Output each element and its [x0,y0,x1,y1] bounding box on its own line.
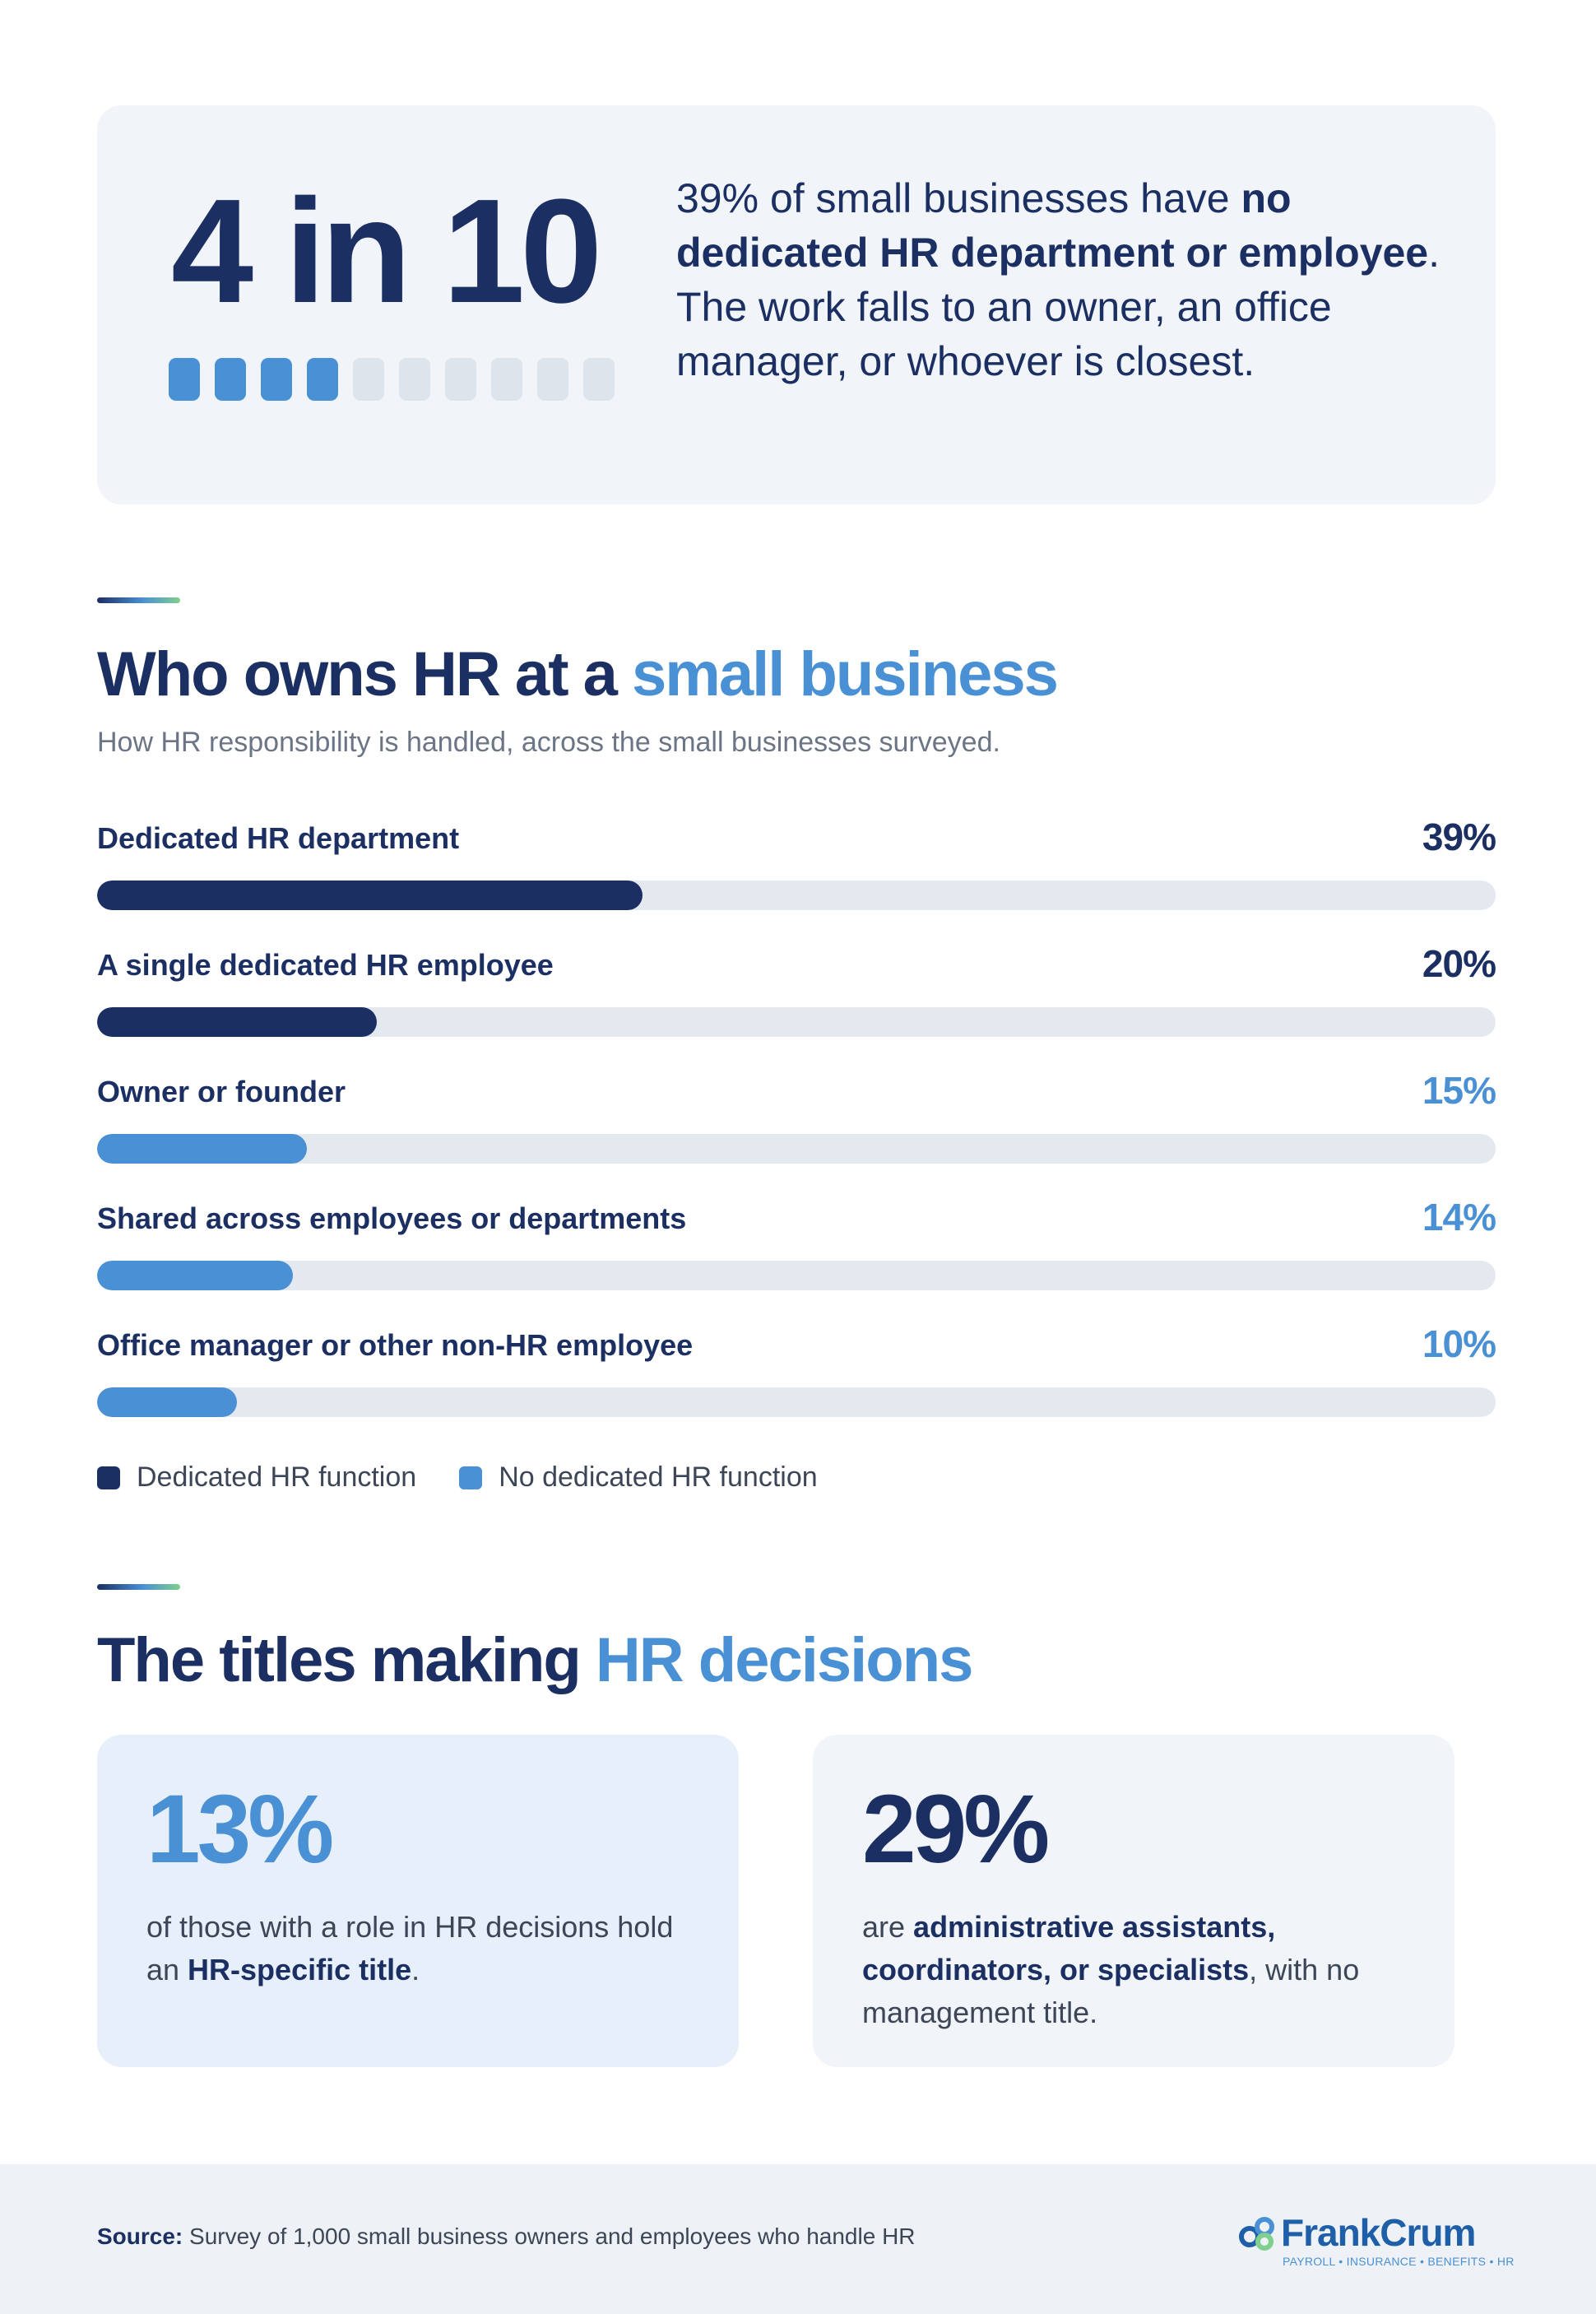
bar-row: Shared across employees or departments 14… [97,1195,1496,1294]
bar-category-label: A single dedicated HR employee [97,948,554,982]
hero-text-bold: no dedicated HR department or employee [676,175,1429,276]
source-note: Source: Survey of 1,000 small business o… [97,2223,916,2250]
legend-item: Dedicated HR function [97,1461,416,1494]
section-title-highlight: small business [632,639,1059,709]
bar-value-label: 15% [1422,1069,1496,1112]
stat-card-text: are administrative assistants, coordinat… [862,1906,1405,2034]
meter-block-empty [445,358,476,401]
hero-text-part1: 39% of small businesses have [676,175,1241,221]
card-text-part2: , with no management title. [862,1953,1360,2029]
source-label: Source: [97,2223,183,2249]
stat-card-value: 29% [862,1775,1050,1884]
meter-block-empty [583,358,615,401]
section-title-part1: Who owns HR at a [97,639,632,709]
logo-name: FrankCrum [1281,2211,1476,2254]
bar-track [97,1387,1496,1417]
hero-block-meter [169,358,615,401]
bar-fill [97,1007,377,1037]
bar-category-label: Shared across employees or departments [97,1201,687,1235]
bar-fill [97,1387,237,1417]
meter-block-empty [399,358,430,401]
bar-row: Office manager or other non-HR employee 1… [97,1322,1496,1420]
legend-item: No dedicated HR function [459,1461,818,1494]
bar-track [97,1261,1496,1290]
frankcrum-logo: FrankCrum PAYROLL • INSURANCE • BENEFITS… [1238,2210,1514,2270]
card-text-bold: administrative assistants, coordinators,… [862,1910,1276,1986]
logo-mark-icon [1239,2217,1274,2251]
bar-row: Dedicated HR department 39% [97,815,1496,913]
meter-block-empty [537,358,568,401]
bar-fill [97,1261,293,1290]
legend-swatch [459,1466,483,1489]
card-text-part1: of those with a role in HR decisions hol… [146,1910,674,1986]
source-text: Survey of 1,000 small business owners an… [183,2223,916,2249]
legend-swatch [97,1466,120,1489]
hero-description: 39% of small businesses have no dedicate… [676,171,1466,388]
hero-text-part2: . The work falls to an owner, an office … [676,230,1441,384]
hero-card: 4 in 10 39% of small businesses have no … [97,105,1496,504]
card-text-part2: . [411,1953,420,1986]
meter-block-filled [169,358,200,401]
hero-stat: 4 in 10 [171,169,602,334]
bar-value-label: 10% [1422,1322,1496,1365]
meter-block-filled [215,358,246,401]
bar-category-label: Dedicated HR department [97,821,460,855]
section-accent-bar [97,597,180,603]
stat-card-text: of those with a role in HR decisions hol… [146,1906,689,1991]
section-title-hr-decisions: The titles making HR decisions [97,1629,973,1692]
chart-legend: Dedicated HR function No dedicated HR fun… [97,1461,818,1494]
bar-row: Owner or founder 15% [97,1068,1496,1167]
bar-fill [97,1134,307,1164]
bar-value-label: 14% [1422,1196,1496,1238]
bar-fill [97,881,643,910]
stat-card-value: 13% [146,1775,334,1884]
card-text-part1: are [862,1910,914,1944]
footer: Source: Survey of 1,000 small business o… [0,2164,1596,2314]
card-text-bold: HR-specific title [188,1953,412,1986]
legend-label: Dedicated HR function [137,1461,417,1493]
bar-track [97,881,1496,910]
bar-value-label: 20% [1422,942,1496,985]
meter-block-empty [353,358,384,401]
legend-label: No dedicated HR function [499,1461,818,1493]
section-title-who-owns-hr: Who owns HR at a small business [97,644,1059,706]
bar-track [97,1134,1496,1164]
chart-subtitle: How HR responsibility is handled, across… [97,727,1000,758]
section-accent-bar [97,1584,180,1590]
bar-track [97,1007,1496,1037]
bar-category-label: Owner or founder [97,1075,346,1108]
hr-ownership-bar-chart: Dedicated HR department 39% A single dedic… [97,815,1496,1424]
meter-block-empty [491,358,522,401]
stat-card-hr-title: 13% of those with a role in HR decisions… [97,1735,739,2067]
meter-block-filled [261,358,292,401]
bar-value-label: 39% [1422,815,1496,858]
section-title-part1: The titles making [97,1625,596,1695]
logo-tagline: PAYROLL • INSURANCE • BENEFITS • HR [1283,2255,1515,2268]
bar-row: A single dedicated HR employee 20% [97,941,1496,1040]
stat-card-admin-titles: 29% are administrative assistants, coord… [813,1735,1454,2067]
section-title-highlight: HR decisions [595,1625,973,1695]
meter-block-filled [307,358,338,401]
bar-category-label: Office manager or other non-HR employee [97,1328,694,1362]
